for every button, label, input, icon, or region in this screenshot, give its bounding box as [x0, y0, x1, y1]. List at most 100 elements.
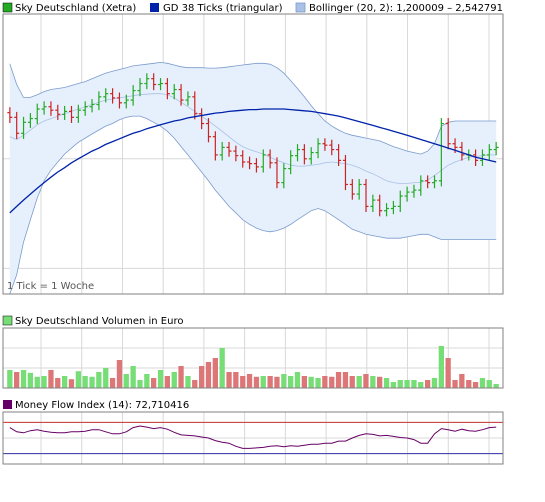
volume-bar — [212, 358, 218, 388]
volume-bar — [342, 372, 349, 388]
volume-bar — [253, 376, 260, 388]
price-candle — [411, 184, 417, 198]
price-candle — [82, 101, 88, 116]
price-candle — [390, 200, 396, 215]
price-candle — [370, 194, 376, 212]
price-candle — [171, 84, 177, 100]
volume-bar — [14, 372, 20, 388]
mfi-grid — [3, 411, 503, 465]
price-candle — [185, 91, 191, 106]
volume-bar — [322, 376, 328, 388]
price-legend-label: Sky Deutschland (Xetra) — [15, 3, 136, 14]
volume-bar — [452, 380, 458, 388]
price-candle — [425, 175, 431, 189]
bb-legend-label: Bollinger (20, 2): 1,200009 – 2,542791 — [309, 3, 503, 14]
price-candle — [240, 150, 246, 168]
price-candle — [336, 144, 342, 167]
volume-bar — [137, 380, 143, 388]
price-candle — [432, 175, 438, 189]
price-candle — [363, 179, 369, 212]
price-candle — [397, 190, 403, 212]
price-candle — [226, 141, 232, 157]
volume-bar — [459, 374, 465, 388]
price-candle — [48, 101, 54, 116]
volume-bar — [281, 374, 287, 388]
volume-bar — [431, 378, 438, 388]
price-candle — [41, 101, 47, 115]
volume-legend: Sky Deutschland Volumen in Euro — [2, 315, 183, 327]
tick-note: 1 Tick = 1 Woche — [7, 281, 94, 292]
volume-bar — [294, 372, 301, 388]
price-candle — [144, 73, 150, 90]
volume-bar — [130, 366, 136, 388]
bollinger-lower-line — [9, 115, 497, 295]
price-candle — [137, 78, 143, 97]
price-candle — [247, 156, 253, 170]
bollinger-band-area — [9, 62, 497, 295]
volume-bar — [20, 370, 27, 388]
price-candle — [96, 91, 102, 111]
price-candle — [404, 186, 410, 202]
price-candle — [34, 103, 40, 125]
price-candle — [178, 84, 184, 106]
price-candle — [116, 92, 122, 109]
volume-bar — [164, 376, 170, 388]
volume-bar — [383, 378, 390, 388]
volume-bar — [315, 378, 321, 388]
price-candle — [233, 145, 239, 162]
mfi-legend: Money Flow Index (14): 72,710416 — [3, 400, 189, 411]
price-candle — [260, 149, 266, 173]
volume-bar — [157, 370, 164, 388]
volume-bar — [335, 372, 342, 388]
mfi-legend-label: Money Flow Index (14): 72,710416 — [15, 400, 189, 411]
volume-bar — [466, 380, 472, 388]
price-candle — [315, 138, 321, 159]
bollinger-upper-line — [9, 61, 497, 155]
price-candle — [308, 147, 314, 165]
volume-bar — [199, 366, 205, 388]
price-candles — [7, 73, 499, 217]
volume-bar — [68, 379, 75, 388]
price-candle — [253, 158, 259, 173]
price-candle — [301, 144, 307, 165]
volume-bar — [493, 384, 499, 388]
volume-bar — [103, 368, 109, 388]
volume-bar — [171, 372, 177, 388]
volume-bar — [301, 376, 307, 388]
price-candle — [27, 113, 33, 128]
price-legend-swatch — [2, 2, 13, 13]
volume-bar — [445, 358, 451, 388]
volume-bar — [151, 378, 157, 388]
price-candle — [438, 118, 444, 187]
volume-bar — [185, 376, 191, 388]
price-candle — [62, 105, 68, 120]
volume-bar — [226, 372, 232, 388]
moving-average-line — [9, 108, 497, 214]
price-candle — [205, 118, 211, 143]
price-candle — [445, 118, 451, 150]
price-candle — [151, 73, 157, 91]
volume-bar — [75, 371, 81, 388]
price-candle — [7, 107, 13, 123]
price-candle — [199, 108, 205, 130]
volume-bar — [219, 348, 225, 388]
volume-bar — [144, 374, 150, 388]
mfi-reference-lines — [3, 421, 503, 455]
volume-legend-label: Sky Deutschland Volumen in Euro — [15, 316, 183, 327]
price-candle — [158, 78, 164, 91]
volume-bar — [240, 376, 246, 388]
mfi-legend-swatch — [3, 400, 12, 409]
price-candle — [377, 194, 383, 217]
volume-bar — [425, 380, 431, 388]
volume-bars — [7, 346, 499, 388]
volume-bar — [192, 380, 198, 388]
price-candle — [192, 91, 198, 120]
price-frame — [2, 13, 504, 295]
volume-bar — [411, 380, 417, 388]
volume-bar — [41, 376, 47, 388]
volume-bar — [34, 376, 40, 388]
volume-bar — [205, 362, 212, 388]
price-candle — [68, 105, 74, 123]
price-candle — [322, 138, 328, 151]
